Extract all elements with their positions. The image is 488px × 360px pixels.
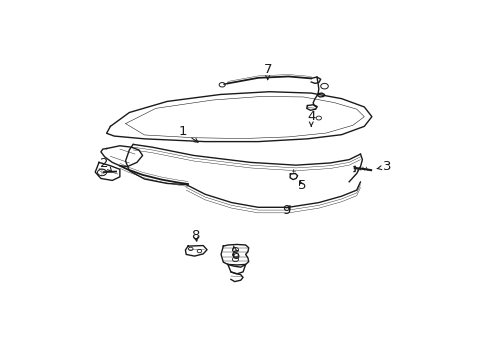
- Text: 9: 9: [282, 204, 290, 217]
- Text: 6: 6: [231, 246, 239, 262]
- Text: 3: 3: [376, 160, 390, 173]
- Text: 5: 5: [297, 179, 305, 193]
- Text: 2: 2: [100, 157, 112, 172]
- Text: 8: 8: [191, 229, 200, 242]
- Text: 7: 7: [263, 63, 271, 80]
- Text: 4: 4: [306, 110, 315, 126]
- Text: 1: 1: [178, 125, 198, 142]
